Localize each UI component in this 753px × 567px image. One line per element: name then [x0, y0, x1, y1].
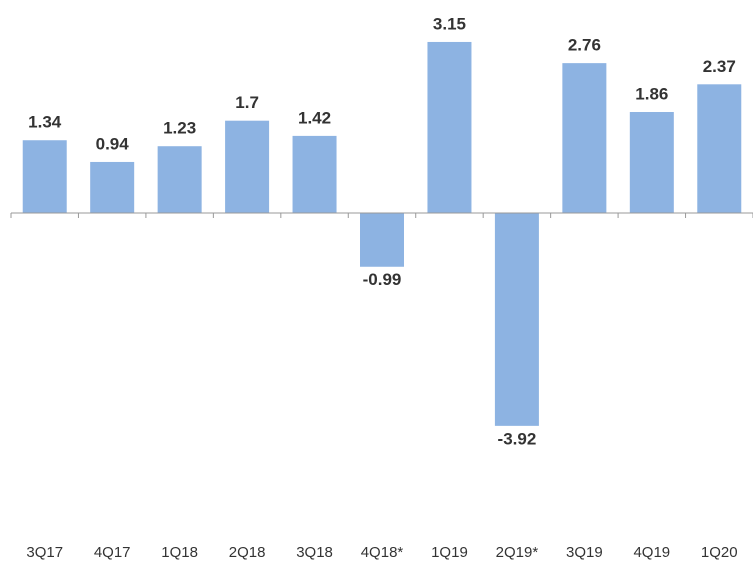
bar — [494, 213, 539, 426]
bar — [697, 84, 742, 214]
bar — [22, 140, 67, 213]
x-tick-label: 3Q19 — [566, 544, 603, 561]
bar — [427, 41, 472, 213]
x-tick-label: 3Q18 — [296, 544, 333, 561]
x-tick-label: 1Q18 — [161, 544, 198, 561]
value-label: 1.42 — [298, 108, 331, 127]
value-label: 1.34 — [28, 113, 62, 132]
x-tick-label: 1Q20 — [701, 544, 738, 561]
value-label: 3.15 — [433, 14, 466, 33]
x-tick-label: 2Q18 — [229, 544, 266, 561]
x-tick-label: 4Q17 — [94, 544, 131, 561]
bar — [225, 120, 270, 213]
bar — [629, 112, 674, 213]
bar — [562, 63, 607, 213]
value-label: -0.99 — [363, 270, 402, 289]
x-tick-label: 4Q19 — [633, 544, 670, 561]
bar — [360, 213, 404, 267]
value-label: 1.7 — [235, 93, 259, 112]
x-tick-label: 3Q17 — [26, 544, 63, 561]
value-label: 0.94 — [96, 134, 130, 153]
x-tick-label: 1Q19 — [431, 544, 468, 561]
value-label: 1.23 — [163, 119, 196, 138]
value-label: 2.37 — [703, 57, 736, 76]
bar — [157, 146, 202, 213]
value-label: 1.86 — [635, 84, 668, 103]
bar — [292, 135, 337, 213]
bar — [90, 161, 135, 213]
x-tick-label: 4Q18* — [361, 544, 404, 561]
value-label: -3.92 — [498, 429, 537, 448]
x-tick-label: 2Q19* — [496, 544, 539, 561]
value-label: 2.76 — [568, 36, 601, 55]
